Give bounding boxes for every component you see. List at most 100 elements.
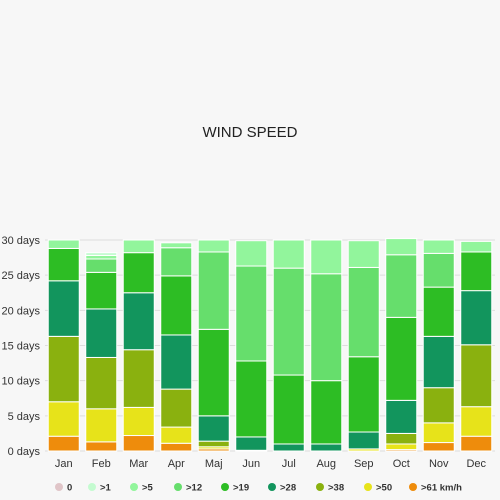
bar-segment (422, 442, 455, 452)
bar-segment (122, 406, 155, 437)
bar-segment (272, 443, 305, 452)
bar-stack-apr (160, 242, 193, 452)
bar-segment (85, 254, 118, 260)
legend-label: 0 (67, 483, 72, 494)
bar-segment (385, 443, 418, 451)
bar-segment (385, 432, 418, 445)
bar-segment (197, 251, 230, 330)
bar-segment (47, 280, 80, 337)
bar-stack-sep (347, 240, 380, 452)
legend-item[interactable]: >61 km/h (409, 483, 462, 494)
legend-label: >19 (233, 483, 249, 494)
bar-segment (272, 239, 305, 269)
x-tick-label: Sep (354, 458, 374, 470)
x-tick-label: Jul (282, 458, 296, 470)
gridlines (45, 239, 495, 452)
bar-segment (460, 344, 493, 408)
bar-stack-nov (422, 239, 455, 452)
bar-segment (122, 252, 155, 294)
y-tick-label: 10 days (1, 376, 40, 388)
bar-segment (160, 334, 193, 390)
bar-segment (160, 247, 193, 277)
legend-label: >38 (328, 483, 344, 494)
bar-segment (347, 431, 380, 450)
bar-segment (235, 360, 268, 438)
bar-segment (160, 275, 193, 336)
legend-swatch (174, 483, 182, 491)
bar-segment (85, 271, 118, 310)
bar-stack-maj (197, 239, 230, 452)
y-tick-label: 30 days (1, 235, 40, 247)
y-tick-label: 20 days (1, 305, 40, 317)
bar-segment (347, 240, 380, 268)
bar-segment (47, 401, 80, 437)
bar-segment (310, 273, 343, 382)
legend-swatch (55, 483, 63, 491)
bar-segment (85, 308, 118, 358)
bar-segment (122, 435, 155, 452)
x-tick-label: Aug (316, 458, 336, 470)
x-tick-label: Nov (429, 458, 449, 470)
bar-segment (385, 254, 418, 318)
legend-item[interactable]: >38 (316, 483, 344, 494)
legend-item[interactable]: >19 (221, 483, 249, 494)
bar-segment (85, 408, 118, 443)
x-tick-label: Oct (393, 458, 410, 470)
legend-swatch (268, 483, 276, 491)
legend-item[interactable]: >12 (174, 483, 202, 494)
bar-segment (85, 258, 118, 273)
bar-stack-feb (85, 252, 118, 452)
bar-segment (197, 415, 230, 442)
legend-label: >5 (142, 483, 154, 494)
bar-segment (272, 374, 305, 445)
legend-item[interactable]: >5 (130, 483, 154, 494)
bar-stack-jan (47, 239, 80, 452)
y-axis-ticks: 0 days 5 days 10 days 15 days 20 days 25 days… (1, 235, 40, 458)
bar-segment (160, 242, 193, 249)
x-tick-label: Apr (168, 458, 185, 470)
bar-segment (310, 380, 343, 445)
x-tick-label: Dec (466, 458, 486, 470)
x-axis-ticks: Jan Feb Mar Apr Maj Jun Jul Aug Sep Oct Nov Dec (55, 458, 487, 470)
y-tick-label: 5 days (8, 411, 41, 423)
legend-item[interactable]: 0 (55, 483, 72, 494)
x-tick-label: Maj (205, 458, 223, 470)
legend-label: >1 (100, 483, 112, 494)
bar-segment (460, 290, 493, 346)
bar-stack-mar (122, 239, 155, 452)
legend-item[interactable]: >28 (268, 483, 296, 494)
bar-segment (272, 267, 305, 376)
legend-swatch (88, 483, 96, 491)
bar-segment (47, 247, 80, 282)
legend-swatch (409, 483, 417, 491)
legend-label: >50 (376, 483, 392, 494)
bar-segment (197, 239, 230, 253)
bars (47, 238, 493, 452)
legend-swatch (364, 483, 372, 491)
legend-item[interactable]: >1 (88, 483, 112, 494)
bar-segment (47, 239, 80, 249)
legend: 0 >1 >5 >12 >19 >28 >38 >50 >61 km/h (55, 483, 462, 494)
bar-segment (235, 436, 268, 451)
bar-segment (197, 328, 230, 417)
bar-segment (122, 349, 155, 408)
legend-label: >61 km/h (421, 483, 462, 494)
bar-segment (122, 239, 155, 254)
bar-stack-jun (235, 240, 268, 452)
bar-segment (310, 239, 343, 275)
bar-segment (235, 240, 268, 267)
bar-stack-oct (385, 238, 418, 452)
bar-segment (422, 335, 455, 389)
bar-segment (460, 251, 493, 292)
bar-segment (310, 443, 343, 452)
legend-item[interactable]: >50 (364, 483, 392, 494)
x-tick-label: Jan (55, 458, 73, 470)
legend-label: >12 (186, 483, 202, 494)
bar-segment (347, 266, 380, 358)
bar-segment (460, 406, 493, 437)
bar-segment (47, 335, 80, 403)
bar-segment (85, 252, 118, 256)
bar-segment (160, 388, 193, 428)
bar-segment (422, 286, 455, 337)
